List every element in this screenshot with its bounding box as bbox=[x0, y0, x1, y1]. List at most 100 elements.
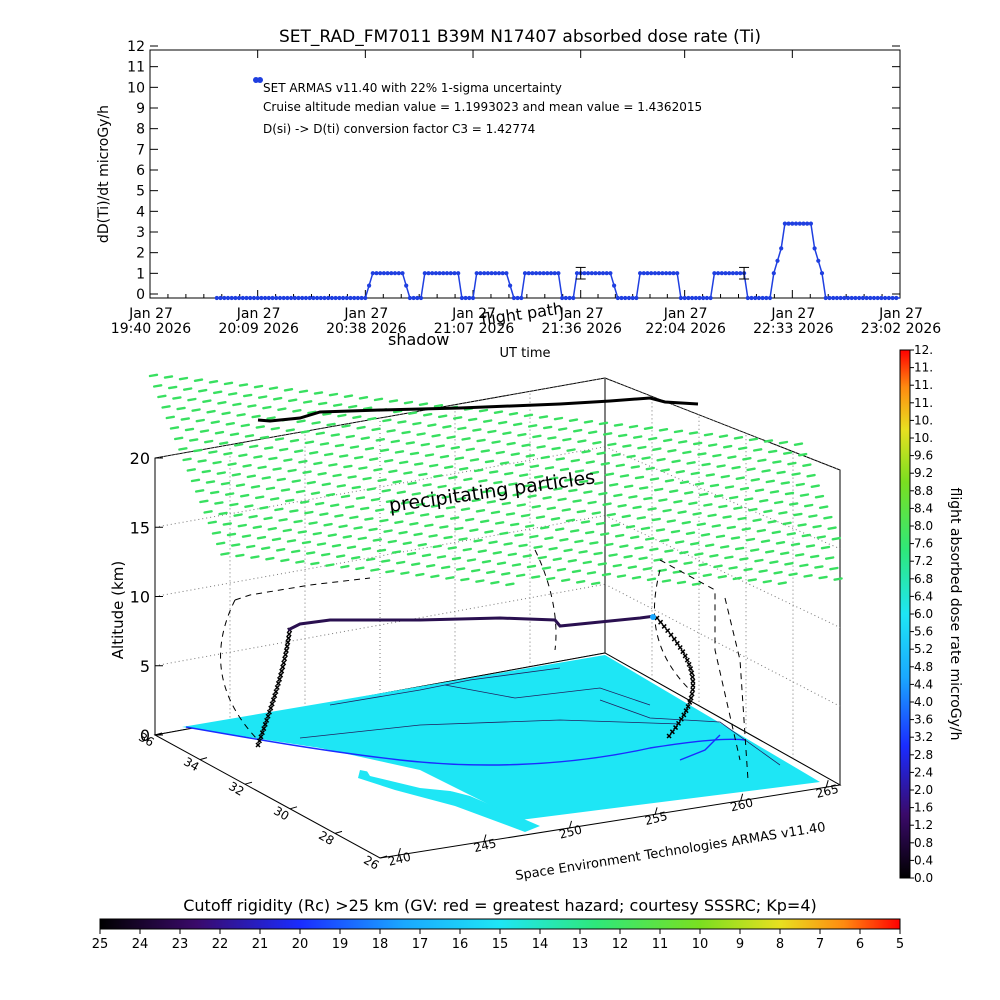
dose-rate-point bbox=[489, 271, 494, 276]
precipitating-particle-mark bbox=[169, 426, 180, 430]
precipitating-particle-mark bbox=[291, 479, 301, 483]
precipitating-particle-mark bbox=[295, 560, 305, 564]
precipitating-particle-mark bbox=[621, 514, 631, 519]
precipitating-particle-mark bbox=[565, 518, 576, 523]
precipitating-particle-mark bbox=[795, 482, 805, 487]
precipitating-particle-mark bbox=[523, 413, 534, 418]
precipitating-particle-mark bbox=[759, 499, 769, 503]
precipitating-particle-mark bbox=[399, 460, 409, 465]
dose-colorbar-tick-label: 3.6 bbox=[914, 713, 933, 727]
dose-rate-point bbox=[589, 271, 594, 276]
dose-colorbar-tick-label: 8.0 bbox=[914, 519, 933, 533]
precipitating-particle-mark bbox=[756, 528, 766, 533]
dose-rate-point bbox=[615, 295, 620, 301]
precipitating-particle-mark bbox=[592, 441, 602, 445]
precipitating-particle-mark bbox=[315, 501, 325, 506]
precipitating-particle-mark bbox=[370, 568, 380, 572]
precipitating-particle-mark bbox=[450, 516, 460, 520]
precipitating-particle-mark bbox=[199, 429, 210, 433]
dose-rate-point bbox=[786, 221, 791, 226]
precipitating-particle-mark bbox=[488, 540, 498, 545]
precipitating-particle-mark bbox=[527, 494, 537, 498]
precipitating-particle-mark bbox=[271, 537, 282, 542]
dose-rate-point bbox=[237, 295, 242, 301]
dose-rate-point bbox=[467, 295, 472, 301]
precipitating-particle-mark bbox=[443, 535, 453, 540]
precipitating-particle-mark bbox=[148, 373, 159, 378]
precipitating-particle-mark bbox=[499, 531, 509, 536]
precipitating-particle-mark bbox=[581, 449, 591, 454]
precipitating-particle-mark bbox=[398, 530, 408, 535]
precipitating-particle-mark bbox=[272, 467, 282, 471]
top-y-tick-label: 2 bbox=[136, 246, 145, 262]
precipitating-particle-mark bbox=[377, 478, 387, 482]
dose-rate-point bbox=[693, 295, 698, 301]
precipitating-particle-mark bbox=[397, 420, 407, 424]
dose-rate-point bbox=[315, 295, 320, 301]
precipitating-particle-mark bbox=[541, 566, 552, 570]
precipitating-particle-mark bbox=[552, 557, 562, 561]
precipitating-particle-mark bbox=[227, 392, 238, 396]
precipitating-particle-mark bbox=[330, 503, 340, 508]
precipitating-particle-mark bbox=[789, 502, 799, 506]
dose-rate-point bbox=[686, 295, 691, 301]
precipitating-particle-mark bbox=[551, 446, 561, 451]
dose-rate-point bbox=[359, 295, 364, 301]
precipitating-particle-mark bbox=[741, 527, 751, 531]
precipitating-particle-mark bbox=[257, 465, 267, 470]
precipitating-particle-mark bbox=[259, 435, 270, 440]
precipitating-particle-mark bbox=[561, 508, 571, 512]
top-series bbox=[214, 221, 900, 301]
track-point bbox=[268, 705, 274, 711]
precipitating-particle-mark bbox=[178, 376, 189, 381]
precipitating-particle-mark bbox=[303, 400, 313, 404]
precipitating-particle-mark bbox=[730, 536, 741, 540]
top-y-tick-label: 10 bbox=[127, 80, 145, 96]
precipitating-particle-mark bbox=[658, 428, 669, 432]
precipitating-particle-mark bbox=[742, 457, 752, 461]
precipitating-particle-mark bbox=[238, 383, 249, 387]
precipitating-particle-mark bbox=[601, 572, 612, 577]
precipitating-particle-mark bbox=[808, 514, 818, 518]
precipitating-particle-mark bbox=[280, 558, 290, 563]
precipitating-particle-mark bbox=[282, 528, 292, 533]
precipitating-particle-mark bbox=[518, 543, 528, 548]
precipitating-particle-mark bbox=[225, 422, 236, 426]
precipitating-particle-mark bbox=[763, 509, 773, 514]
precipitating-particle-mark bbox=[452, 486, 462, 490]
precipitating-particle-mark bbox=[255, 425, 265, 429]
precipitating-particle-mark bbox=[417, 543, 427, 547]
dose-rate-point bbox=[430, 271, 435, 276]
dose-rate-point bbox=[240, 295, 245, 301]
precipitating-particle-mark bbox=[555, 527, 565, 532]
precipitating-particle-mark bbox=[622, 444, 632, 448]
precipitating-particle-mark bbox=[543, 425, 553, 430]
precipitating-particle-mark bbox=[685, 531, 696, 535]
wall-grid-line bbox=[154, 515, 606, 597]
precipitating-particle-mark bbox=[191, 408, 201, 412]
rigidity-colorbar-tick-label: 7 bbox=[816, 937, 824, 952]
precipitating-particle-mark bbox=[360, 506, 370, 511]
precipitating-particle-mark bbox=[661, 579, 672, 583]
precipitating-particle-mark bbox=[226, 532, 237, 537]
precipitating-particle-mark bbox=[214, 501, 224, 505]
precipitating-particle-mark bbox=[571, 569, 582, 574]
precipitating-particle-mark bbox=[579, 479, 589, 484]
precipitating-particle-mark bbox=[598, 491, 608, 496]
dose-rate-point bbox=[782, 221, 788, 226]
precipitating-particle-mark bbox=[424, 523, 434, 528]
dose-rate-point bbox=[270, 295, 275, 301]
track-point bbox=[265, 713, 271, 719]
dose-colorbar-tick-label: 12. bbox=[914, 343, 933, 357]
precipitating-particle-mark bbox=[338, 524, 348, 529]
precipitating-particle-mark bbox=[321, 552, 331, 557]
dose-rate-point bbox=[864, 295, 869, 301]
precipitating-particle-mark bbox=[319, 442, 330, 446]
precipitating-particle-mark bbox=[430, 504, 441, 508]
precipitating-particle-mark bbox=[216, 471, 227, 475]
precipitating-particle-mark bbox=[627, 565, 637, 569]
precipitating-particle-mark bbox=[448, 475, 458, 480]
dose-rate-point bbox=[218, 295, 223, 301]
dose-colorbar-tick-label: 0.8 bbox=[914, 836, 933, 850]
altitude-tick-label: 20 bbox=[130, 449, 150, 468]
